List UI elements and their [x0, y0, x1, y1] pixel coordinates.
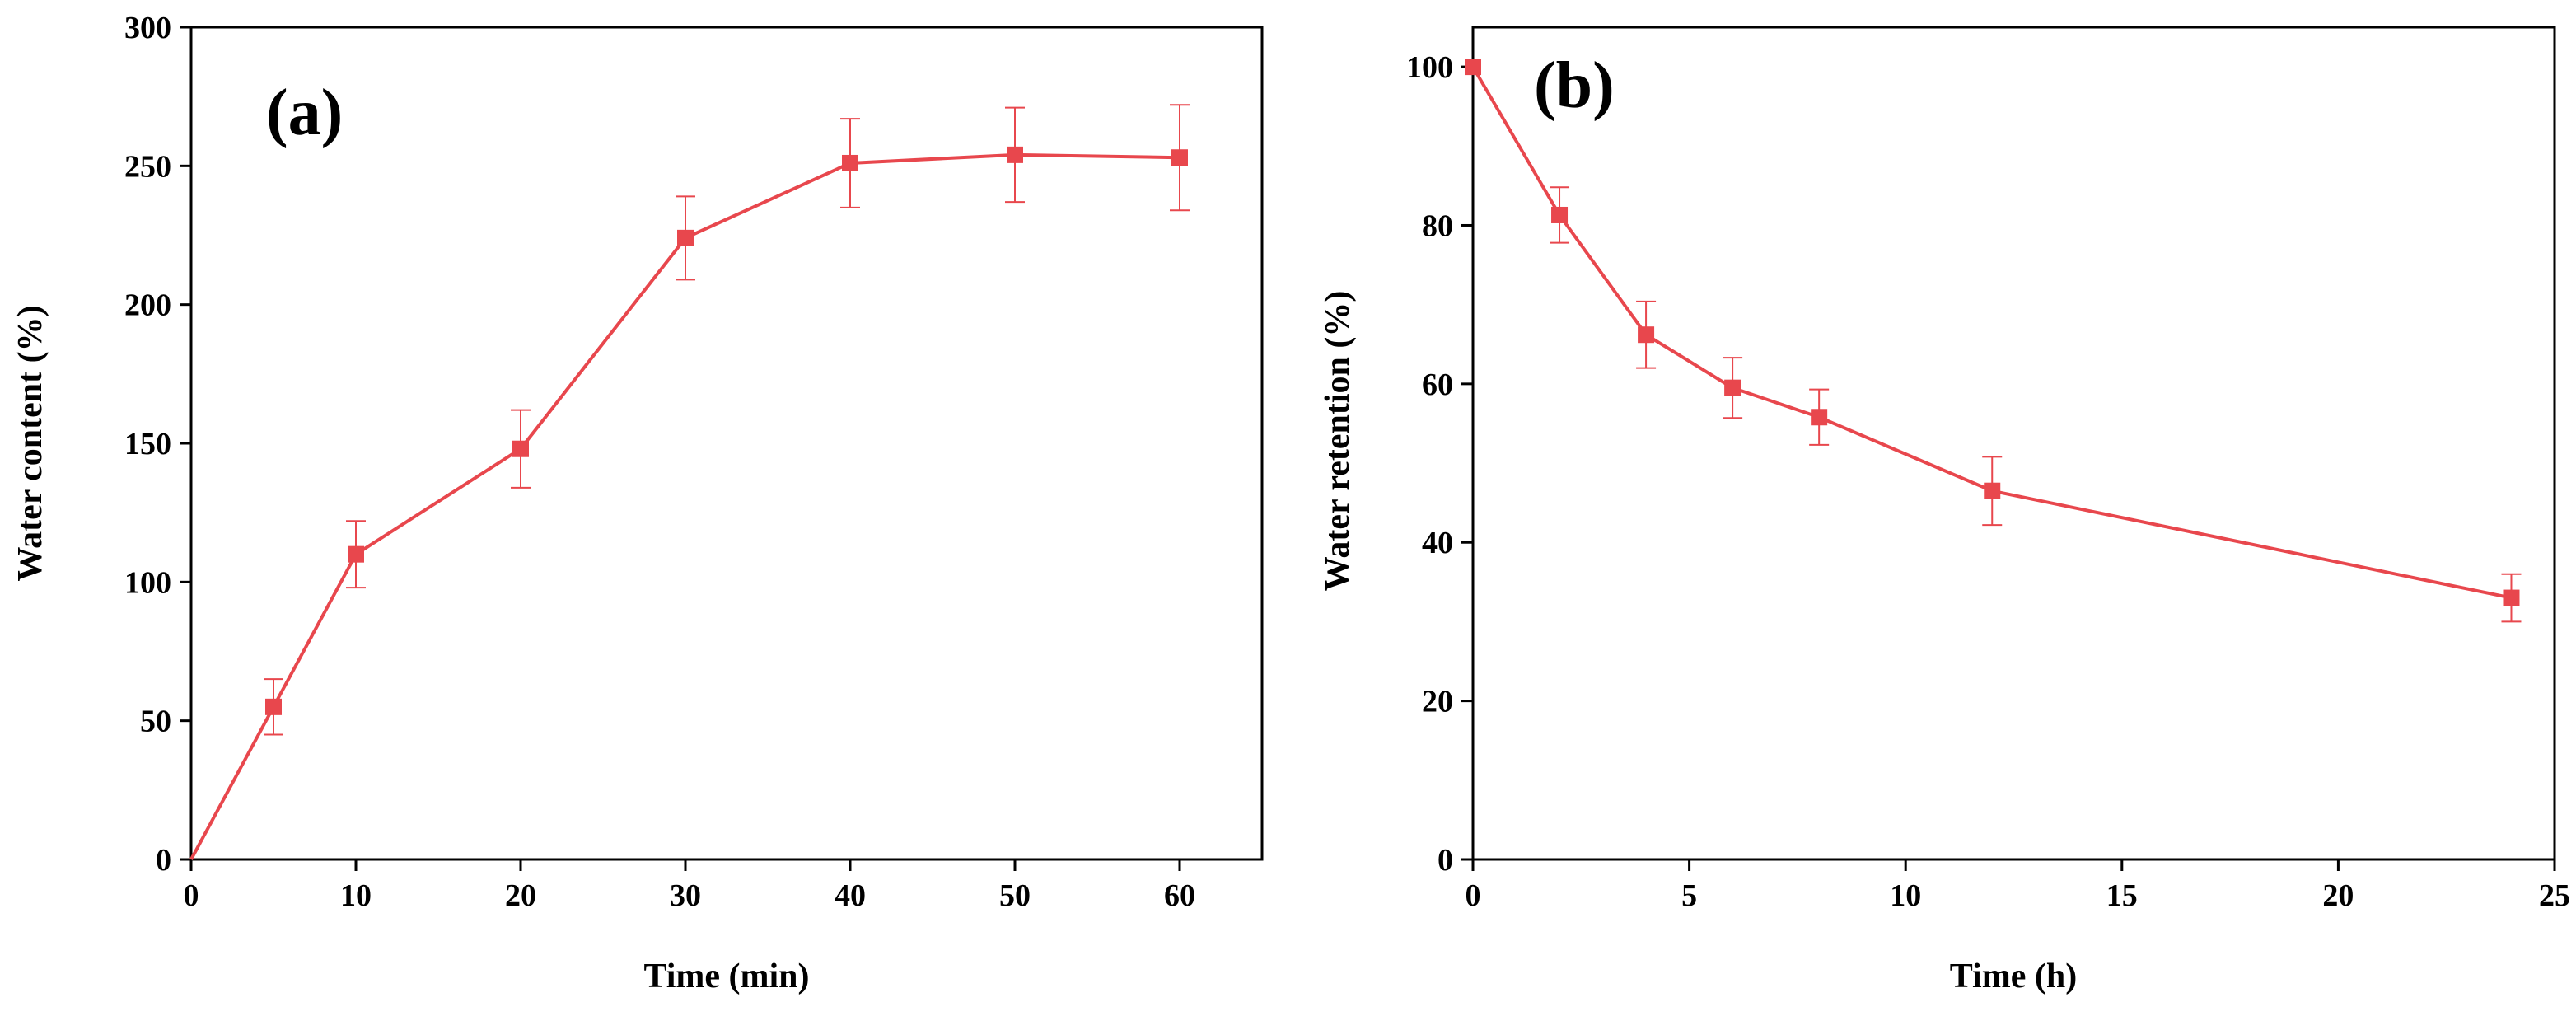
panel-b-series: [1465, 59, 2522, 623]
panel-b-data-point: [1638, 326, 1655, 344]
panel-b-y-tick-label: 40: [1422, 526, 1453, 560]
panel-b-data-point: [1811, 409, 1828, 426]
panel-a-x-axis-title: Time (min): [643, 957, 809, 995]
panel-b-data-point: [1551, 206, 1569, 223]
panel-b-axes: 0 5 10 15 20 25 0 20 40 60 80 100: [1406, 50, 2570, 913]
panel-b-data-point: [2503, 589, 2520, 606]
panel-b-y-tick-label: 60: [1422, 368, 1453, 402]
panel-a-x-tick-label: 20: [505, 878, 536, 913]
panel-a-y-tick-label: 100: [124, 565, 171, 600]
panel-a-y-axis-title: Water content (%): [12, 305, 49, 581]
panel-b: 0 5 10 15 20 25 0 20 40 60 80 100 (b) Time (h) Wate…: [1319, 26, 2570, 995]
panel-b-x-tick-label: 10: [1890, 878, 1921, 913]
panel-a-y-tick-label: 50: [140, 705, 171, 739]
panel-b-plot-frame: [1471, 26, 2556, 861]
panel-a-data-point: [1171, 149, 1188, 166]
panel-a: 0 10 20 30 40 50 60 0 50 100 150 200 250 300 (a) Time…: [12, 11, 1264, 995]
panel-a-x-tick-label: 50: [999, 878, 1031, 913]
panel-a-y-tick-label: 150: [124, 427, 171, 461]
panel-a-data-point: [677, 229, 694, 246]
panel-b-x-axis-title: Time (h): [1950, 957, 2077, 995]
panel-a-label: (a): [266, 77, 343, 149]
panel-a-data-point: [512, 440, 529, 457]
panel-b-x-tick-label: 5: [1681, 878, 1697, 913]
panel-a-x-tick-label: 30: [670, 878, 701, 913]
panel-a-axes: 0 10 20 30 40 50 60 0 50 100 150 200 250 300: [124, 11, 1195, 913]
panel-a-data-point: [1007, 146, 1023, 163]
panel-a-y-tick-label: 200: [124, 288, 171, 323]
panel-b-data-point: [1984, 482, 2001, 499]
panel-b-label: (b): [1534, 49, 1615, 122]
panel-a-data-point: [842, 154, 858, 171]
panel-b-data-point: [1724, 379, 1741, 396]
panel-b-y-tick-label: 0: [1438, 843, 1453, 878]
panel-b-x-tick-label: 20: [2322, 878, 2354, 913]
panel-a-series: [189, 104, 1190, 860]
panel-a-data-point: [348, 545, 364, 563]
panel-a-data-point: [265, 698, 282, 715]
panel-b-y-tick-label: 20: [1422, 685, 1453, 719]
panel-a-x-tick-label: 0: [184, 878, 199, 913]
panel-a-y-tick-label: 0: [156, 843, 171, 878]
panel-a-x-tick-label: 40: [835, 878, 866, 913]
panel-b-y-axis-title: Water retention (%): [1319, 291, 1357, 592]
panel-b-x-tick-label: 0: [1466, 878, 1481, 913]
panel-a-y-tick-label: 300: [124, 11, 171, 45]
panel-a-x-tick-label: 60: [1164, 878, 1195, 913]
panel-b-data-point: [1465, 59, 1481, 76]
panel-b-x-tick-label: 25: [2539, 878, 2570, 913]
panel-a-y-tick-label: 250: [124, 149, 171, 184]
panel-a-series-line: [189, 152, 1180, 860]
panel-a-x-tick-label: 10: [340, 878, 372, 913]
panel-b-x-tick-label: 15: [2106, 878, 2138, 913]
panel-b-y-tick-label: 100: [1406, 50, 1453, 85]
panel-b-y-tick-label: 80: [1422, 208, 1453, 243]
